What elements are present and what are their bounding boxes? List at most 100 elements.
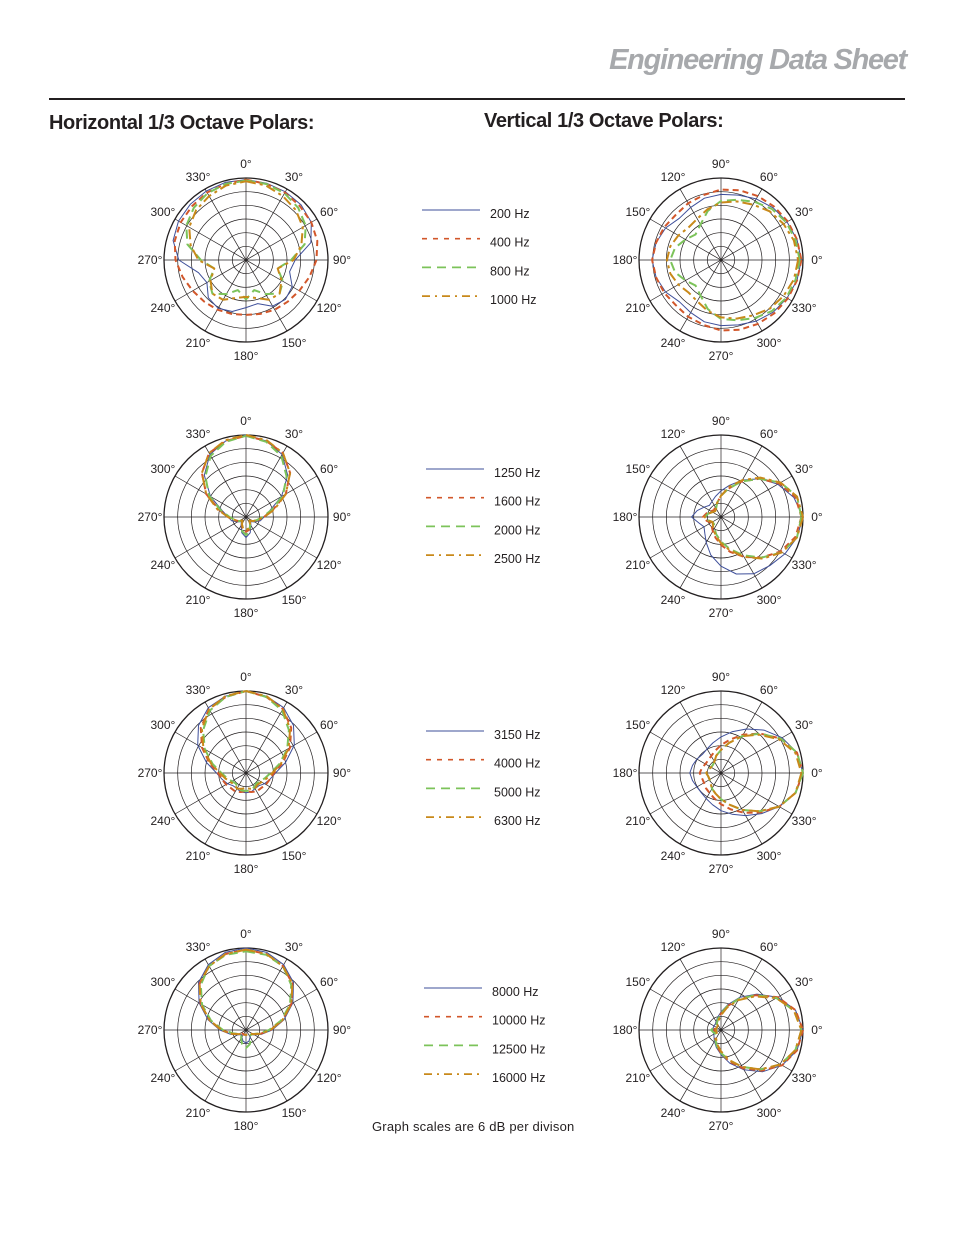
angle-label: 270°	[709, 862, 734, 876]
polar-series-curve	[200, 434, 292, 532]
legend: 3150 Hz 4000 Hz 5000 Hz 6300 Hz	[426, 728, 541, 828]
angle-label: 270°	[138, 253, 163, 267]
angle-label: 270°	[709, 349, 734, 363]
angle-label: 270°	[138, 766, 163, 780]
angle-label: 60°	[320, 718, 338, 732]
angle-label: 120°	[317, 558, 342, 572]
angle-label: 0°	[240, 414, 252, 428]
angle-label: 30°	[795, 462, 813, 476]
angle-label: 180°	[613, 510, 638, 524]
legend: 8000 Hz 10000 Hz 12500 Hz 16000 Hz	[424, 985, 546, 1085]
polar-series-curve	[197, 690, 295, 794]
polar-series-curve	[715, 995, 803, 1071]
angle-label: 30°	[285, 427, 303, 441]
polar-series-curve	[703, 476, 804, 560]
angle-label: 330°	[186, 940, 211, 954]
polar-series-curve	[698, 732, 804, 814]
polar-series-curve	[669, 198, 801, 322]
vertical-section-title: Vertical 1/3 Octave Polars:	[484, 110, 724, 132]
angle-label: 60°	[760, 683, 778, 697]
angle-label: 300°	[150, 205, 175, 219]
graph-scale-note: Graph scales are 6 dB per divison	[372, 1119, 575, 1134]
angle-label: 90°	[333, 510, 351, 524]
polar-series-curve	[199, 950, 293, 1049]
polar-grid-spoke	[679, 188, 763, 332]
polar-grid-spoke	[204, 445, 288, 589]
angle-label: 240°	[150, 1071, 175, 1085]
angle-label: 150°	[625, 718, 650, 732]
angle-label: 90°	[712, 414, 730, 428]
vertical-polar-chart: 90° 60° 30° 0° 330° 300° 270° 240° 210° 180° 150° 1…	[613, 670, 823, 876]
angle-label: 240°	[661, 849, 686, 863]
angle-label: 240°	[661, 593, 686, 607]
legend-label: 4000 Hz	[494, 757, 541, 771]
legend-label: 1250 Hz	[494, 466, 541, 480]
angle-label: 120°	[661, 940, 686, 954]
angle-label: 30°	[285, 170, 303, 184]
angle-label: 180°	[613, 1023, 638, 1037]
header-divider	[49, 98, 905, 100]
angle-label: 300°	[757, 593, 782, 607]
polar-grid-spoke	[204, 958, 288, 1102]
angle-label: 240°	[661, 1106, 686, 1120]
angle-label: 0°	[811, 1023, 823, 1037]
polar-series-curve	[188, 180, 304, 301]
angle-label: 120°	[661, 170, 686, 184]
angle-label: 60°	[320, 975, 338, 989]
angle-label: 0°	[240, 670, 252, 684]
angle-label: 330°	[186, 683, 211, 697]
angle-label: 330°	[792, 558, 817, 572]
legend-label: 12500 Hz	[492, 1042, 546, 1056]
angle-label: 150°	[282, 593, 307, 607]
vertical-polar-chart: 90° 60° 30° 0° 330° 300° 270° 240° 210° 180° 150° 1…	[613, 414, 823, 620]
angle-label: 120°	[317, 1071, 342, 1085]
vertical-polar-chart: 90° 60° 30° 0° 330° 300° 270° 240° 210° 180° 150° 1…	[613, 927, 823, 1133]
angle-label: 150°	[282, 336, 307, 350]
angle-label: 180°	[234, 349, 259, 363]
polar-series-curve	[185, 179, 307, 301]
polar-series-curve	[689, 728, 804, 817]
angle-label: 0°	[240, 157, 252, 171]
angle-label: 120°	[317, 814, 342, 828]
angle-label: 210°	[186, 849, 211, 863]
legend-label: 2500 Hz	[494, 552, 541, 566]
angle-label: 210°	[625, 558, 650, 572]
angle-label: 60°	[760, 940, 778, 954]
angle-label: 30°	[795, 205, 813, 219]
angle-label: 30°	[285, 940, 303, 954]
angle-label: 90°	[712, 157, 730, 171]
polar-grid-spoke	[204, 188, 288, 332]
legend-label: 200 Hz	[490, 207, 530, 221]
angle-label: 300°	[150, 462, 175, 476]
polar-series-curve	[173, 178, 319, 316]
polar-series-curve	[198, 948, 294, 1036]
angle-label: 120°	[661, 683, 686, 697]
polar-grid-spoke	[679, 445, 763, 589]
angle-label: 150°	[625, 205, 650, 219]
angle-label: 270°	[709, 1119, 734, 1133]
angle-label: 210°	[625, 301, 650, 315]
angle-label: 240°	[661, 336, 686, 350]
angle-label: 300°	[757, 1106, 782, 1120]
legend-label: 10000 Hz	[492, 1014, 546, 1028]
polar-grid-spoke	[679, 958, 763, 1102]
angle-label: 330°	[792, 1071, 817, 1085]
horizontal-polar-chart: 0° 30° 60° 90° 120° 150° 180° 210° 240° 270° 300° 3…	[138, 670, 352, 876]
angle-label: 90°	[333, 253, 351, 267]
polar-series-curve	[198, 947, 294, 1044]
polar-series-curve	[665, 200, 800, 320]
polar-series-curve	[710, 994, 803, 1071]
angle-label: 240°	[150, 558, 175, 572]
angle-label: 210°	[186, 1106, 211, 1120]
angle-label: 90°	[712, 927, 730, 941]
brand-title: Engineering Data Sheet	[609, 44, 907, 76]
polar-series-curve	[204, 434, 288, 536]
angle-label: 120°	[661, 427, 686, 441]
angle-label: 210°	[186, 593, 211, 607]
angle-label: 330°	[792, 301, 817, 315]
legend-label: 400 Hz	[490, 236, 530, 250]
angle-label: 0°	[811, 766, 823, 780]
horizontal-polar-chart: 0° 30° 60° 90° 120° 150° 180° 210° 240° 270° 300° 3…	[138, 927, 352, 1133]
angle-label: 180°	[613, 766, 638, 780]
